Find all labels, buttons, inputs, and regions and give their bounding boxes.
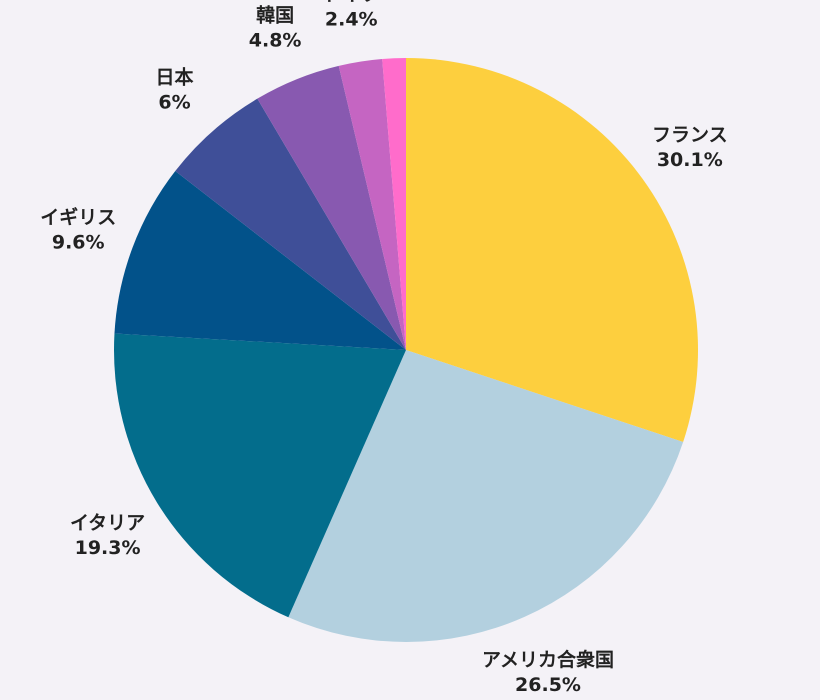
slice-name-label: フランス xyxy=(652,124,728,146)
pie-slice xyxy=(288,350,684,643)
slice-value-label: 2.4% xyxy=(325,8,378,30)
slice-name-label: 韓国 xyxy=(256,3,294,26)
slice-value-label: 30.1% xyxy=(657,149,723,171)
slice-value-label: 26.5% xyxy=(515,674,581,696)
pie-slice xyxy=(175,98,406,350)
slice-value-label: 19.3% xyxy=(75,537,141,559)
pie-slice xyxy=(382,58,406,350)
slice-name-label: アメリカ合衆国 xyxy=(482,648,614,671)
pie-slice xyxy=(257,65,406,351)
slice-name-label: イギリス xyxy=(40,206,116,228)
pie-slice xyxy=(113,333,406,618)
slice-name-label: イタリア xyxy=(70,512,145,534)
slice-value-label: 9.6% xyxy=(52,231,105,253)
pie-slice xyxy=(406,58,698,442)
pie-slice xyxy=(114,171,407,350)
slice-name-label: ドイツ xyxy=(323,0,380,5)
slice-name-label: 日本 xyxy=(156,65,194,88)
slice-value-label: 6% xyxy=(158,91,190,113)
slice-value-label: 4.8% xyxy=(249,29,302,51)
pie-slice xyxy=(338,58,406,351)
